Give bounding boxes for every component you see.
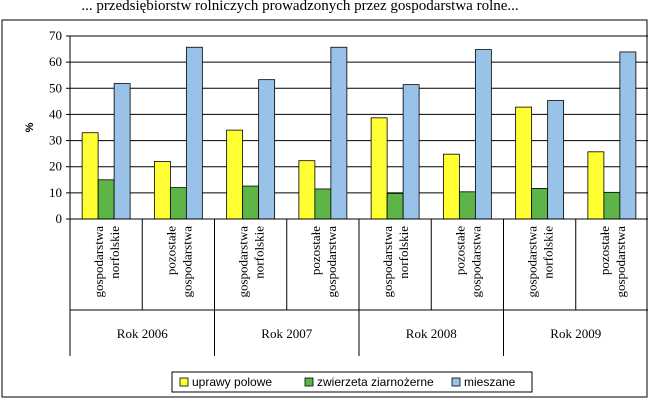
category-label: pozostałe gospodarstwa: [163, 226, 194, 298]
y-axis-title: %: [24, 122, 36, 132]
bar-mieszane: [402, 84, 420, 220]
bar-zwierzeta-ziarnozerne: [97, 179, 115, 220]
category-label-line2: norfolskie: [107, 226, 122, 279]
year-group-label: Rok 2008: [406, 326, 457, 341]
y-tick-labels: 0 10 20 30 40 50 60 70: [49, 28, 62, 226]
category-label-line1: pozostałe: [308, 226, 323, 275]
bar-mieszane: [619, 51, 637, 220]
y-tick-label: 20: [49, 159, 62, 174]
category-label-line2: norfolskie: [541, 226, 556, 279]
axes: [66, 35, 648, 356]
bar-uprawy-polowe: [81, 132, 99, 220]
bar-zwierzeta-ziarnozerne: [242, 185, 260, 220]
bar-mieszane: [330, 46, 348, 220]
bar-uprawy-polowe: [442, 153, 460, 220]
year-group-label: Rok 2007: [261, 326, 312, 341]
y-tick-label: 0: [56, 211, 63, 226]
year-group-label: Rok 2006: [117, 326, 168, 341]
y-tick-label: 70: [49, 28, 62, 43]
y-tick-label: 30: [49, 133, 62, 148]
category-label: pozostałe gospodarstwa: [308, 226, 339, 298]
category-label: pozostałe gospodarstwa: [452, 226, 483, 298]
legend-box: [171, 371, 533, 393]
category-label: gospodarstwa norfolskie: [236, 226, 267, 298]
category-label-line1: gospodarstwa: [236, 226, 251, 298]
category-label-line1: gospodarstwa: [380, 226, 395, 298]
category-label-line1: pozostałe: [597, 226, 612, 275]
category-label-line2: gospodarstwa: [179, 226, 194, 298]
bar-mieszane: [474, 49, 492, 220]
bar-uprawy-polowe: [298, 160, 316, 220]
legend-swatch: [304, 377, 314, 387]
bar-uprawy-polowe: [515, 106, 533, 220]
bar-uprawy-polowe: [226, 129, 244, 220]
bars: [81, 46, 637, 220]
bar-uprawy-polowe: [370, 117, 388, 220]
group-labels: Rok 2006 Rok 2007 Rok 2008 Rok 2009: [117, 326, 601, 341]
y-tick-label: 50: [49, 80, 62, 95]
bar-zwierzeta-ziarnozerne: [386, 192, 404, 220]
category-label-line2: gospodarstwa: [468, 226, 483, 298]
bar-mieszane: [258, 79, 276, 220]
category-label: gospodarstwa norfolskie: [380, 226, 411, 298]
bar-zwierzeta-ziarnozerne: [458, 191, 476, 220]
bar-zwierzeta-ziarnozerne: [603, 191, 621, 220]
bar-zwierzeta-ziarnozerne: [314, 188, 332, 220]
category-labels: gospodarstwa norfolskie pozostałe gospodars…: [91, 226, 628, 298]
year-group-label: Rok 2009: [550, 326, 601, 341]
category-label: gospodarstwa norfolskie: [91, 226, 122, 298]
category-label-line1: pozostałe: [163, 226, 178, 275]
bar-uprawy-polowe: [587, 151, 605, 220]
category-label-line2: gospodarstwa: [324, 226, 339, 298]
category-label-line2: norfolskie: [252, 226, 267, 279]
category-label-line2: norfolskie: [396, 226, 411, 279]
header-fragment: ... przedsiębiorstw rolniczych prowadzon…: [81, 0, 518, 14]
legend-label: mieszane: [464, 375, 516, 389]
bar-zwierzeta-ziarnozerne: [531, 188, 549, 220]
y-tick-label: 60: [49, 54, 62, 69]
category-label-line1: gospodarstwa: [91, 226, 106, 298]
legend: uprawy polowe zwierzeta ziarnożerne miesza…: [171, 371, 533, 393]
legend-swatch: [451, 377, 461, 387]
category-label-line1: pozostałe: [452, 226, 467, 275]
bar-mieszane: [113, 83, 131, 220]
legend-label: uprawy polowe: [192, 375, 272, 389]
category-label: gospodarstwa norfolskie: [525, 226, 556, 298]
legend-swatch: [179, 377, 189, 387]
category-label: pozostałe gospodarstwa: [597, 226, 628, 298]
category-label-line1: gospodarstwa: [525, 226, 540, 298]
y-tick-label: 10: [49, 185, 62, 200]
bar-mieszane: [185, 46, 203, 220]
bar-zwierzeta-ziarnozerne: [169, 187, 187, 220]
bar-mieszane: [547, 100, 565, 220]
bar-uprawy-polowe: [153, 161, 171, 220]
category-label-line2: gospodarstwa: [613, 226, 628, 298]
y-tick-label: 40: [49, 106, 62, 121]
legend-label: zwierzeta ziarnożerne: [317, 375, 434, 389]
